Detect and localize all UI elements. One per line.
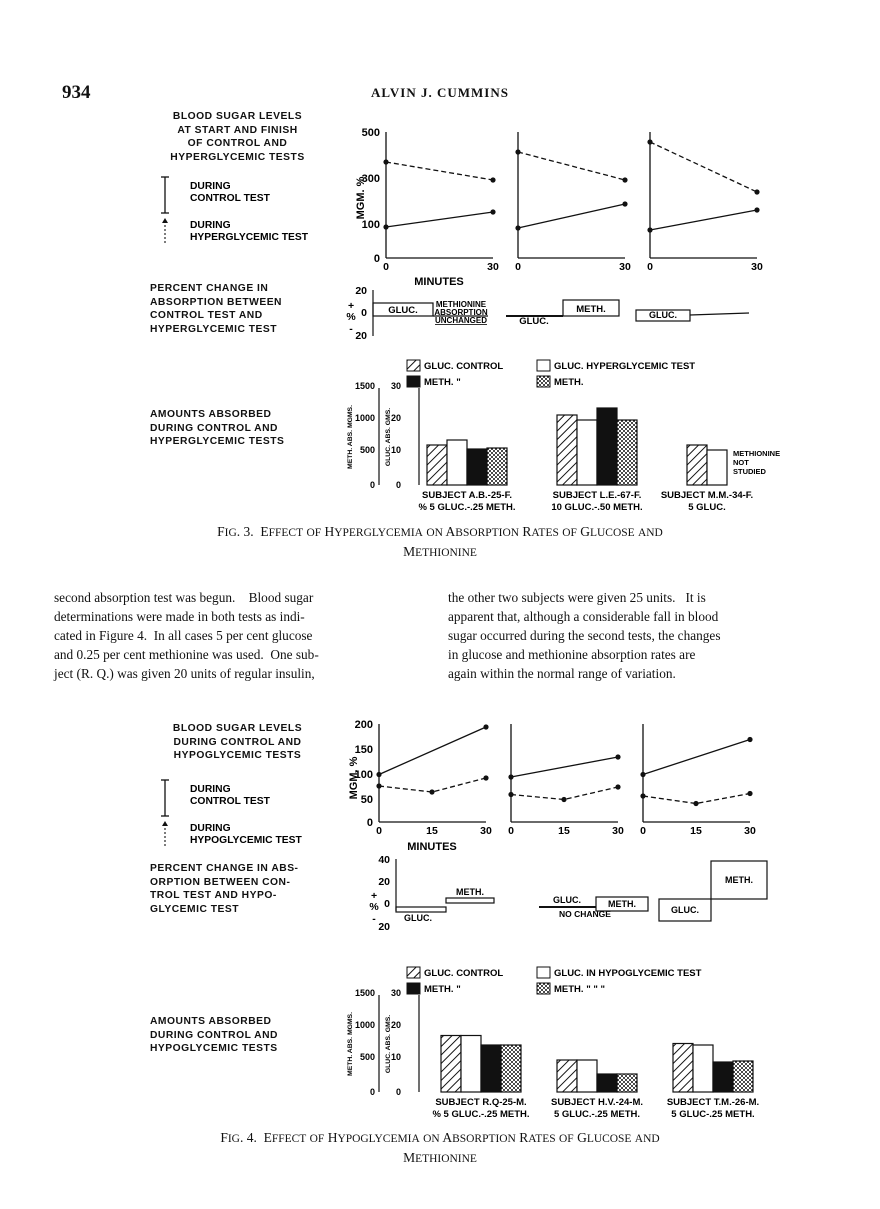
svg-text:METH.: METH.	[608, 899, 636, 909]
svg-text:0: 0	[370, 480, 375, 490]
svg-text:DURING: DURING	[190, 823, 231, 834]
svg-text:GLUC. CONTROL: GLUC. CONTROL	[424, 361, 503, 372]
svg-text:0: 0	[508, 825, 514, 837]
svg-text:40: 40	[378, 854, 390, 866]
svg-text:GLUC.: GLUC.	[553, 895, 581, 905]
svg-text:GLUC.: GLUC.	[671, 905, 699, 915]
svg-text:5 GLUC.: 5 GLUC.	[688, 502, 725, 513]
svg-text:MGM. %: MGM. %	[355, 176, 367, 219]
svg-text:10: 10	[391, 1052, 401, 1062]
svg-text:DURING: DURING	[190, 784, 231, 795]
svg-text:SUBJECT T.M.-26-M.: SUBJECT T.M.-26-M.	[667, 1097, 759, 1108]
svg-text:NOT: NOT	[733, 458, 749, 467]
svg-text:% 5 GLUC.-.25 METH.: % 5 GLUC.-.25 METH.	[418, 502, 515, 513]
svg-text:SUBJECT M.M.-34-F.: SUBJECT M.M.-34-F.	[661, 490, 753, 501]
svg-text:30: 30	[619, 261, 631, 273]
svg-text:GLUC. CONTROL: GLUC. CONTROL	[424, 968, 503, 979]
svg-text:0: 0	[640, 825, 646, 837]
svg-text:CONTROL TEST: CONTROL TEST	[190, 193, 271, 204]
svg-text:GLUC. HYPERGLYCEMIC TEST: GLUC. HYPERGLYCEMIC TEST	[554, 361, 695, 372]
svg-text:1500: 1500	[355, 381, 375, 391]
svg-text:DURING: DURING	[190, 220, 231, 231]
svg-text:METH.: METH.	[456, 887, 484, 897]
svg-text:15: 15	[426, 825, 438, 837]
svg-text:20: 20	[355, 285, 367, 297]
svg-text:15: 15	[558, 825, 570, 837]
svg-text:0: 0	[361, 307, 367, 319]
svg-text:0: 0	[396, 1087, 401, 1097]
svg-text:METH.: METH.	[576, 304, 606, 315]
svg-text:%: %	[369, 901, 379, 913]
svg-text:10 GLUC.-.50 METH.: 10 GLUC.-.50 METH.	[551, 502, 642, 513]
svg-text:MINUTES: MINUTES	[414, 276, 464, 288]
svg-text:0: 0	[647, 261, 653, 273]
svg-text:METH.: METH.	[725, 875, 753, 885]
svg-text:METH. ": METH. "	[424, 984, 461, 995]
svg-text:GLUC.: GLUC.	[519, 316, 549, 327]
svg-text:15: 15	[690, 825, 702, 837]
svg-text:0: 0	[384, 898, 390, 910]
svg-text:1000: 1000	[355, 413, 375, 423]
svg-text:0: 0	[376, 825, 382, 837]
svg-text:%: %	[346, 311, 356, 323]
svg-text:0: 0	[367, 817, 373, 829]
svg-text:GLUC. IN HYPOGLYCEMIC TEST: GLUC. IN HYPOGLYCEMIC TEST	[554, 968, 702, 979]
svg-text:MINUTES: MINUTES	[407, 841, 457, 853]
svg-text:1500: 1500	[355, 988, 375, 998]
svg-text:METH. ABS. MGMS.: METH. ABS. MGMS.	[347, 405, 354, 469]
svg-text:30: 30	[751, 261, 763, 273]
svg-text:SUBJECT H.V.-24-M.: SUBJECT H.V.-24-M.	[551, 1097, 643, 1108]
svg-text:UNCHANGED: UNCHANGED	[435, 316, 487, 325]
svg-text:0: 0	[515, 261, 521, 273]
svg-text:30: 30	[744, 825, 756, 837]
svg-text:0: 0	[370, 1087, 375, 1097]
svg-text:30: 30	[391, 988, 401, 998]
svg-text:200: 200	[355, 719, 373, 731]
svg-text:30: 30	[487, 261, 499, 273]
svg-text:METH.: METH.	[554, 377, 584, 388]
svg-text:1000: 1000	[355, 1020, 375, 1030]
svg-text:METH. ": METH. "	[424, 377, 461, 388]
svg-text:5 GLUC-.25 METH.: 5 GLUC-.25 METH.	[671, 1109, 754, 1120]
svg-text:MGM. %: MGM. %	[348, 756, 360, 799]
svg-text:500: 500	[360, 1052, 375, 1062]
svg-text:GLUC.: GLUC.	[388, 305, 418, 316]
svg-text:100: 100	[362, 219, 380, 231]
svg-text:5 GLUC.-.25 METH.: 5 GLUC.-.25 METH.	[554, 1109, 640, 1120]
svg-text:20: 20	[378, 876, 390, 888]
svg-text:CONTROL TEST: CONTROL TEST	[190, 796, 271, 807]
svg-text:500: 500	[362, 127, 380, 139]
svg-text:20: 20	[391, 413, 401, 423]
svg-text:20: 20	[391, 1020, 401, 1030]
svg-text:500: 500	[360, 445, 375, 455]
svg-text:% 5 GLUC.-.25 METH.: % 5 GLUC.-.25 METH.	[432, 1109, 529, 1120]
svg-text:-: -	[349, 323, 353, 335]
svg-text:METH. ABS. MGMS.: METH. ABS. MGMS.	[347, 1012, 354, 1076]
svg-text:GLUC.: GLUC.	[649, 310, 677, 320]
svg-text:-: -	[372, 913, 376, 925]
svg-text:HYPERGLYCEMIC TEST: HYPERGLYCEMIC TEST	[190, 232, 309, 243]
svg-text:SUBJECT A.B.-25-F.: SUBJECT A.B.-25-F.	[422, 490, 512, 501]
svg-text:30: 30	[391, 381, 401, 391]
svg-text:0: 0	[396, 480, 401, 490]
svg-text:DURING: DURING	[190, 181, 231, 192]
svg-text:30: 30	[612, 825, 624, 837]
svg-text:20: 20	[355, 330, 367, 342]
svg-text:STUDIED: STUDIED	[733, 467, 767, 476]
svg-text:METH. " " ": METH. " " "	[554, 984, 605, 995]
svg-text:50: 50	[361, 794, 373, 806]
svg-text:SUBJECT R.Q-25-M.: SUBJECT R.Q-25-M.	[435, 1097, 526, 1108]
svg-text:GLUC.: GLUC.	[404, 913, 432, 923]
svg-text:HYPOGLYCEMIC TEST: HYPOGLYCEMIC TEST	[190, 835, 302, 846]
svg-text:SUBJECT L.E.-67-F.: SUBJECT L.E.-67-F.	[553, 490, 642, 501]
svg-text:0: 0	[374, 253, 380, 265]
svg-text:10: 10	[391, 445, 401, 455]
svg-text:METHIONINE: METHIONINE	[733, 449, 780, 458]
svg-text:150: 150	[355, 744, 373, 756]
svg-text:30: 30	[480, 825, 492, 837]
svg-text:0: 0	[383, 261, 389, 273]
svg-text:20: 20	[378, 921, 390, 933]
